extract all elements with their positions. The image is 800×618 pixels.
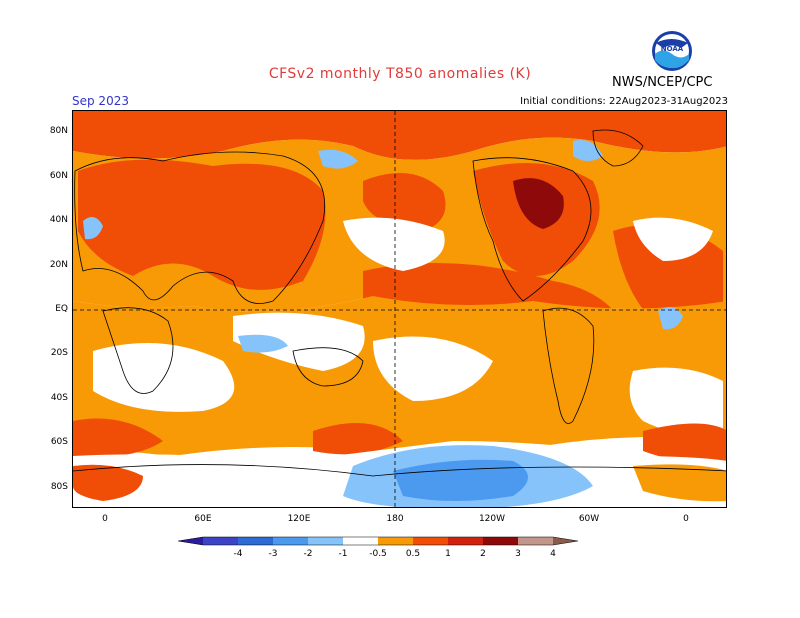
- colorbar-tick-label: 4: [550, 549, 556, 559]
- colorbar-segment: [238, 537, 273, 545]
- agency-label: NWS/NCEP/CPC: [612, 75, 713, 90]
- lon-label: 180: [386, 514, 404, 524]
- initial-conditions: Initial conditions: 22Aug2023-31Aug2023: [520, 96, 728, 107]
- colorbar-segment: [343, 537, 378, 545]
- lon-label: 120E: [287, 514, 311, 524]
- lon-label: 60W: [578, 514, 600, 524]
- colorbar-segment: [448, 537, 483, 545]
- anomaly-field: [73, 111, 726, 507]
- chart-title: CFSv2 monthly T850 anomalies (K): [268, 66, 532, 82]
- lat-label: 60S: [50, 437, 68, 447]
- lon-label: 120W: [478, 514, 506, 524]
- colorbar-segment: [518, 537, 553, 545]
- colorbar-tick-label: -3: [269, 549, 278, 559]
- colorbar-tick-label: -4: [234, 549, 243, 559]
- lon-label: 0: [683, 514, 689, 524]
- lat-label: 40S: [50, 393, 68, 403]
- colorbar-segment: [273, 537, 308, 545]
- colorbar-tick-label: -1: [339, 549, 348, 559]
- colorbar-min-arrow: [178, 537, 203, 545]
- lat-label: 20S: [50, 348, 68, 358]
- colorbar-segment: [378, 537, 413, 545]
- lat-label: 40N: [49, 215, 68, 225]
- lat-label: 80S: [50, 482, 68, 492]
- colorbar-tick-label: 1: [445, 549, 451, 559]
- colorbar-outline: [177, 536, 579, 546]
- forecast-period: Sep 2023: [72, 94, 129, 108]
- colorbar-tick-label: 3: [515, 549, 521, 559]
- noaa-logo-icon: NOAA: [651, 30, 693, 72]
- colorbar-tick-label: -2: [304, 549, 313, 559]
- colorbar-tick-label: 2: [480, 549, 486, 559]
- colorbar-tick-label: 0.5: [406, 549, 420, 559]
- lat-label: EQ: [55, 304, 68, 314]
- colorbar-segment: [483, 537, 518, 545]
- lon-label: 0: [102, 514, 108, 524]
- svg-text:NOAA: NOAA: [661, 45, 684, 53]
- map-panel: [72, 110, 727, 508]
- colorbar-segment: [308, 537, 343, 545]
- lat-label: 80N: [49, 126, 68, 136]
- lat-label: 60N: [49, 171, 68, 181]
- coastlines: [73, 129, 726, 477]
- lon-label: 60E: [194, 514, 212, 524]
- lat-label: 20N: [49, 260, 68, 270]
- colorbar-tick-label: -0.5: [369, 549, 387, 559]
- colorbar-segment: [203, 537, 238, 545]
- colorbar-max-arrow: [553, 537, 578, 545]
- colorbar-segment: [413, 537, 448, 545]
